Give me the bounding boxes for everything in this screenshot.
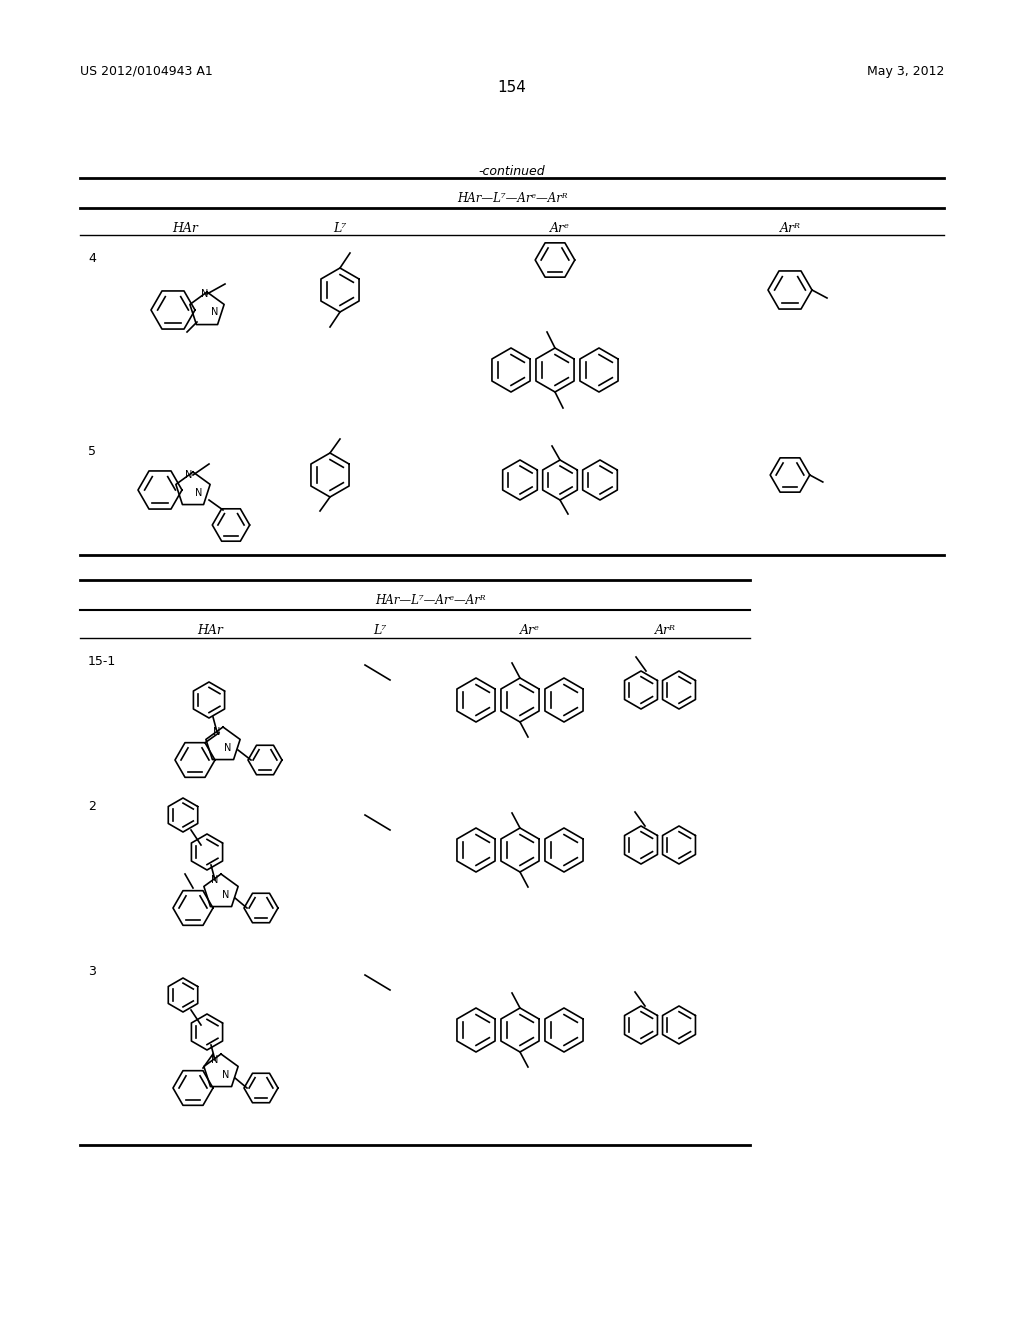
Text: HAr: HAr	[172, 222, 198, 235]
Text: 3: 3	[88, 965, 96, 978]
Text: N: N	[211, 875, 219, 884]
Text: Arᴿ: Arᴿ	[779, 222, 801, 235]
Text: Arᵉ: Arᵉ	[550, 222, 570, 235]
Text: US 2012/0104943 A1: US 2012/0104943 A1	[80, 65, 213, 78]
Text: N: N	[211, 1055, 219, 1065]
Text: N: N	[211, 308, 219, 317]
Text: L⁷: L⁷	[334, 222, 347, 235]
Text: N: N	[224, 743, 231, 752]
Text: N: N	[222, 890, 229, 900]
Text: N: N	[185, 470, 193, 480]
Text: HAr—L⁷—Arᵉ—Arᴿ: HAr—L⁷—Arᵉ—Arᴿ	[457, 191, 567, 205]
Text: HAr: HAr	[197, 624, 223, 638]
Text: 5: 5	[88, 445, 96, 458]
Text: 4: 4	[88, 252, 96, 265]
Text: May 3, 2012: May 3, 2012	[866, 65, 944, 78]
Text: 154: 154	[498, 81, 526, 95]
Text: N: N	[222, 1071, 229, 1080]
Text: N: N	[213, 727, 221, 737]
Text: Arᴿ: Arᴿ	[654, 624, 676, 638]
Text: HAr—L⁷—Arᵉ—Arᴿ: HAr—L⁷—Arᵉ—Arᴿ	[375, 594, 485, 607]
Text: -continued: -continued	[478, 165, 546, 178]
Text: Arᵉ: Arᵉ	[520, 624, 540, 638]
Text: N: N	[196, 488, 203, 498]
Text: N: N	[202, 289, 209, 300]
Text: 15-1: 15-1	[88, 655, 117, 668]
Text: 2: 2	[88, 800, 96, 813]
Text: L⁷: L⁷	[374, 624, 387, 638]
